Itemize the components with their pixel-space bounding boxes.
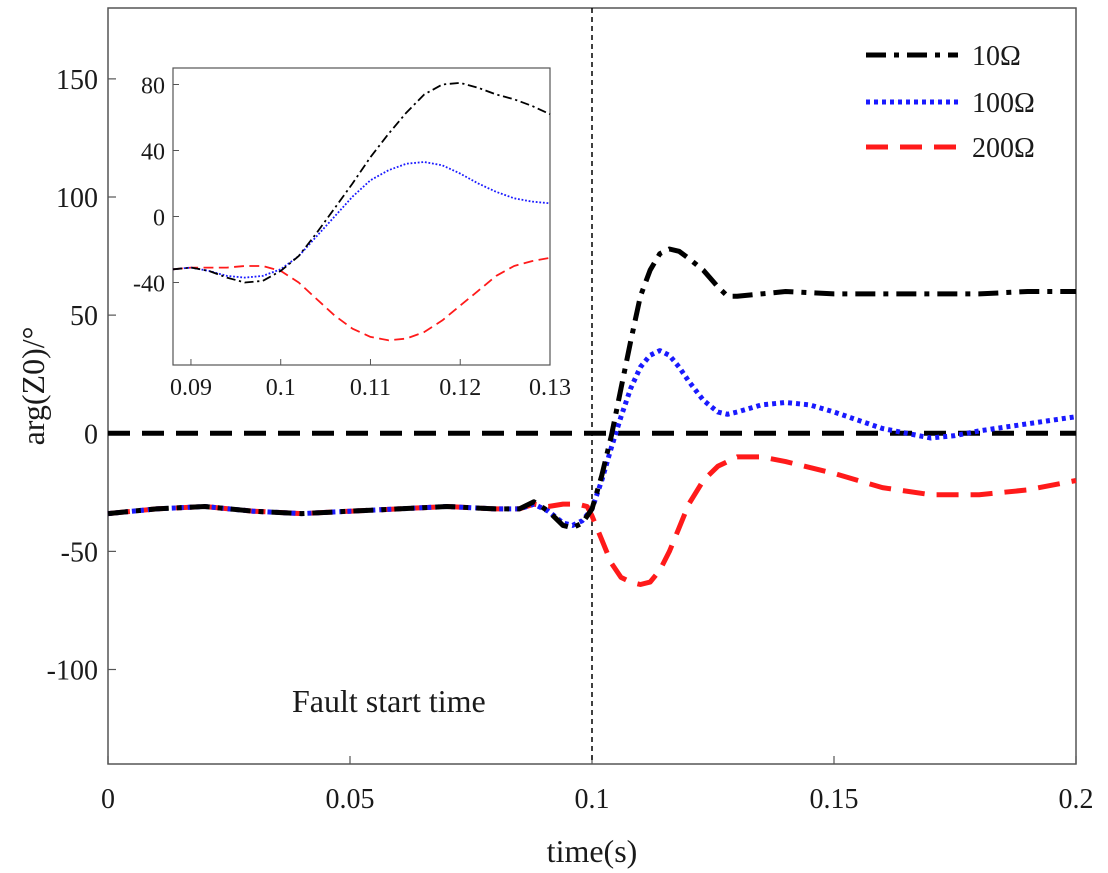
legend-label-10ohm: 10Ω — [972, 41, 1021, 72]
inset-y-tick-label: 40 — [141, 140, 165, 166]
y-tick-label: 100 — [56, 183, 98, 214]
y-tick-label: -100 — [47, 656, 98, 687]
main-y-ticks: -100 -50 0 50 100 150 — [47, 65, 116, 687]
x-axis-label: time(s) — [547, 833, 638, 869]
x-tick-label: 0.05 — [326, 784, 375, 815]
legend-label-100ohm: 100Ω — [972, 88, 1035, 119]
inset-y-tick-label: 80 — [141, 74, 165, 100]
main-plot: 0 0.05 0.1 0.15 0.2 -100 -50 0 50 100 150 Fault s… — [47, 7, 1094, 815]
x-tick-label: 0.2 — [1059, 784, 1094, 815]
inset-x-tick-label: 0.1 — [266, 375, 296, 401]
legend-label-200ohm: 200Ω — [972, 133, 1035, 164]
inset-plot-frame — [172, 67, 551, 366]
inset-x-tick-label: 0.11 — [350, 375, 391, 401]
inset-series-line-100ohm — [172, 161, 551, 279]
inset-y-ticks: -40 0 40 80 — [133, 74, 179, 298]
inset-y-tick-label: -40 — [133, 272, 165, 298]
x-tick-label: 0 — [101, 784, 115, 815]
y-axis-label: arg(Z0)/° — [15, 327, 51, 446]
legend: 10Ω 100Ω 200Ω — [866, 41, 1035, 164]
inset-x-tick-label: 0.12 — [439, 375, 481, 401]
main-x-ticks: 0 0.05 0.1 0.15 0.2 — [101, 756, 1094, 815]
x-tick-label: 0.15 — [810, 784, 859, 815]
inset-y-tick-label: 0 — [153, 206, 165, 232]
inset-x-tick-label: 0.13 — [529, 375, 571, 401]
inset-series-lines — [172, 82, 551, 342]
series-line-10ohm — [107, 246, 1076, 531]
x-tick-label: 0.1 — [575, 784, 610, 815]
fault-start-annotation: Fault start time — [292, 683, 486, 719]
inset-x-tick-label: 0.09 — [170, 375, 212, 401]
y-tick-label: 50 — [70, 301, 98, 332]
inset-series-line-10ohm — [172, 82, 551, 284]
y-tick-label: 0 — [84, 419, 98, 450]
y-tick-label: -50 — [61, 537, 98, 568]
y-tick-label: 150 — [56, 65, 98, 96]
inset-series-line-200ohm — [172, 256, 551, 342]
inset-plot: 0.09 0.1 0.11 0.12 0.13 -40 0 40 80 — [133, 67, 571, 401]
inset-x-ticks: 0.09 0.1 0.11 0.12 0.13 — [170, 359, 571, 401]
main-series-lines — [107, 8, 1077, 764]
